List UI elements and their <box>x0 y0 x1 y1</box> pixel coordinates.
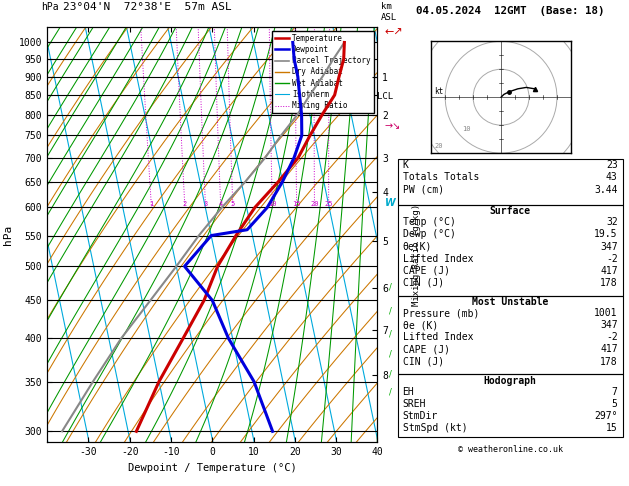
Text: StmSpd (kt): StmSpd (kt) <box>403 423 467 433</box>
Text: 19.5: 19.5 <box>594 229 618 240</box>
Text: 10: 10 <box>268 202 277 208</box>
Text: Temp (°C): Temp (°C) <box>403 217 455 227</box>
Text: LCL: LCL <box>377 92 394 102</box>
Y-axis label: hPa: hPa <box>3 225 13 244</box>
Text: K: K <box>403 160 408 171</box>
Text: PW (cm): PW (cm) <box>403 185 443 194</box>
Text: Lifted Index: Lifted Index <box>403 254 473 263</box>
Text: 25: 25 <box>325 202 333 208</box>
Text: -2: -2 <box>606 254 618 263</box>
Text: θe(K): θe(K) <box>403 242 432 251</box>
Text: Pressure (mb): Pressure (mb) <box>403 308 479 318</box>
Text: 5: 5 <box>231 202 235 208</box>
Text: 10: 10 <box>462 126 470 132</box>
Text: 2: 2 <box>183 202 187 208</box>
Text: 3.44: 3.44 <box>594 185 618 194</box>
Text: hPa: hPa <box>41 2 58 12</box>
Text: -2: -2 <box>606 332 618 342</box>
Text: 417: 417 <box>600 345 618 354</box>
Text: 23: 23 <box>606 160 618 171</box>
Legend: Temperature, Dewpoint, Parcel Trajectory, Dry Adiabat, Wet Adiabat, Isotherm, Mi: Temperature, Dewpoint, Parcel Trajectory… <box>272 31 374 113</box>
Text: kt: kt <box>434 87 443 96</box>
Text: 7: 7 <box>612 387 618 397</box>
Text: Surface: Surface <box>489 207 531 216</box>
Text: 23°04'N  72°38'E  57m ASL: 23°04'N 72°38'E 57m ASL <box>63 2 231 12</box>
Text: 43: 43 <box>606 173 618 182</box>
Text: CAPE (J): CAPE (J) <box>403 266 450 276</box>
Text: 178: 178 <box>600 278 618 288</box>
Text: CAPE (J): CAPE (J) <box>403 345 450 354</box>
Text: 20: 20 <box>434 142 443 149</box>
Text: 347: 347 <box>600 320 618 330</box>
Text: 15: 15 <box>606 423 618 433</box>
Text: EH: EH <box>403 387 415 397</box>
Text: Mixing Ratio (g/kg): Mixing Ratio (g/kg) <box>412 204 421 306</box>
Text: 347: 347 <box>600 242 618 251</box>
Text: /: / <box>389 329 391 338</box>
Text: /: / <box>389 369 391 379</box>
Text: CIN (J): CIN (J) <box>403 278 443 288</box>
Text: /: / <box>389 307 391 316</box>
Text: Totals Totals: Totals Totals <box>403 173 479 182</box>
Text: 04.05.2024  12GMT  (Base: 18): 04.05.2024 12GMT (Base: 18) <box>416 6 604 16</box>
Text: 297°: 297° <box>594 411 618 421</box>
Text: 1001: 1001 <box>594 308 618 318</box>
Text: 417: 417 <box>600 266 618 276</box>
Text: Lifted Index: Lifted Index <box>403 332 473 342</box>
Text: /: / <box>389 350 391 359</box>
Text: →↘: →↘ <box>385 121 401 131</box>
Text: Most Unstable: Most Unstable <box>472 297 548 307</box>
Text: Hodograph: Hodograph <box>484 376 537 386</box>
Text: © weatheronline.co.uk: © weatheronline.co.uk <box>458 445 562 454</box>
Text: 4: 4 <box>219 202 223 208</box>
Text: W: W <box>385 198 396 208</box>
Text: Dewp (°C): Dewp (°C) <box>403 229 455 240</box>
Text: 178: 178 <box>600 357 618 366</box>
Text: 15: 15 <box>292 202 301 208</box>
Text: 3: 3 <box>203 202 208 208</box>
Text: SREH: SREH <box>403 399 426 409</box>
Text: /: / <box>389 283 391 292</box>
Text: km
ASL: km ASL <box>381 2 397 22</box>
Text: 20: 20 <box>310 202 319 208</box>
Text: 1: 1 <box>149 202 153 208</box>
Text: StmDir: StmDir <box>403 411 438 421</box>
Text: ←↗: ←↗ <box>385 28 404 38</box>
Text: /: / <box>389 388 391 397</box>
Text: θe (K): θe (K) <box>403 320 438 330</box>
Text: CIN (J): CIN (J) <box>403 357 443 366</box>
X-axis label: Dewpoint / Temperature (°C): Dewpoint / Temperature (°C) <box>128 463 297 473</box>
Text: 32: 32 <box>606 217 618 227</box>
Text: 5: 5 <box>612 399 618 409</box>
